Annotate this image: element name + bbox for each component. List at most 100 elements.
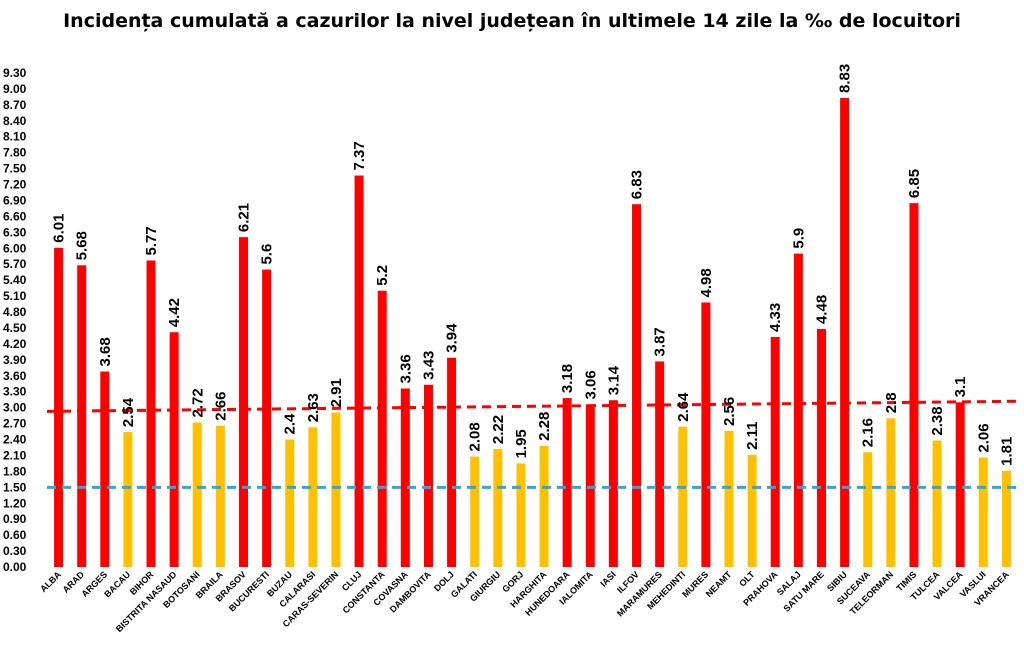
bar-neamt [724, 431, 734, 567]
data-label: 4.42 [166, 298, 183, 327]
bar-ilfov [632, 204, 642, 567]
data-label: 5.9 [790, 228, 807, 249]
y-tick-label: 7.80 [3, 146, 27, 160]
bar-satu-mare [816, 329, 826, 567]
x-tick-label: BACAU [102, 569, 132, 599]
bar-hunedoara [562, 398, 572, 567]
bar-giurgiu [493, 449, 503, 567]
y-tick-label: 5.70 [3, 257, 27, 271]
data-label: 2.91 [328, 378, 345, 407]
bar-dolj [447, 357, 457, 567]
data-label: 4.33 [767, 303, 784, 332]
bar-mures [701, 302, 711, 567]
bar-mehedinti [678, 426, 688, 567]
data-label: 2.38 [929, 406, 946, 435]
data-label: 2.08 [467, 422, 484, 451]
y-tick-label: 1.50 [3, 480, 27, 494]
y-tick-label: 0.60 [3, 528, 27, 542]
y-tick-label: 2.40 [3, 433, 27, 447]
data-label: 2.63 [305, 393, 322, 422]
y-tick-label: 8.10 [3, 130, 27, 144]
y-tick-label: 5.10 [3, 289, 27, 303]
data-label: 2.16 [860, 418, 877, 447]
data-label: 8.83 [837, 64, 854, 93]
high-threshold-line [46, 399, 1019, 413]
data-label: 3.14 [605, 365, 622, 395]
data-label: 2.72 [189, 388, 206, 417]
bar-suceava [863, 452, 873, 567]
bar-ialomita [585, 404, 595, 567]
data-label: 2.64 [675, 392, 692, 422]
bar-alba [54, 247, 64, 567]
y-tick-label: 8.70 [3, 98, 27, 112]
bar-valcea [955, 402, 965, 567]
y-tick-label: 0.90 [3, 512, 27, 526]
y-tick-label: 1.80 [3, 464, 27, 478]
y-tick-label: 0.00 [3, 560, 27, 574]
data-label: 5.77 [143, 226, 160, 255]
y-tick-label: 6.00 [3, 241, 27, 255]
y-tick-label: 6.60 [3, 209, 27, 223]
y-tick-label: 8.40 [3, 114, 27, 128]
y-tick-label: 5.40 [3, 273, 27, 287]
bar-salaj [793, 253, 803, 567]
data-label: 7.37 [351, 141, 368, 170]
y-tick-label: 6.90 [3, 193, 27, 207]
data-label: 3.43 [420, 351, 437, 380]
y-tick-label: 4.80 [3, 305, 27, 319]
bar-tulcea [932, 440, 942, 567]
bar-arad [77, 265, 87, 567]
y-tick-label: 4.50 [3, 321, 27, 335]
bar-cluj [354, 175, 364, 567]
data-label: 3.87 [652, 327, 669, 356]
y-tick-label: 6.30 [3, 225, 27, 239]
x-tick-label: ALBA [38, 569, 63, 594]
y-tick-label: 1.20 [3, 496, 27, 510]
data-label: 6.83 [629, 170, 646, 199]
data-label: 6.01 [51, 214, 68, 243]
bar-olt [747, 454, 757, 567]
x-tick-label: NEAMT [704, 569, 734, 599]
y-tick-label: 3.60 [3, 369, 27, 383]
data-label: 6.85 [906, 169, 923, 198]
bar-bihor [146, 260, 156, 567]
bar-gorj [516, 463, 526, 567]
data-label: 2.8 [883, 392, 900, 413]
data-label: 5.68 [74, 231, 91, 260]
bar-buzau [285, 439, 295, 567]
data-label: 6.21 [236, 203, 253, 232]
bars [54, 97, 1011, 568]
bar-sibiu [840, 97, 850, 568]
data-label: 5.6 [259, 244, 276, 265]
x-tick-label: DAMBOVITA [388, 569, 433, 614]
bar-teleorman [886, 418, 896, 567]
data-label: 2.11 [744, 422, 761, 450]
data-label: 2.66 [212, 392, 229, 421]
y-tick-label: 9.30 [3, 66, 27, 80]
data-label: 3.36 [397, 354, 414, 383]
y-tick-label: 9.00 [3, 82, 27, 96]
data-label: 3.94 [444, 323, 461, 353]
bar-prahova [770, 336, 780, 567]
y-tick-label: 7.50 [3, 162, 27, 176]
bar-galati [470, 456, 480, 567]
bar-vaslui [978, 457, 988, 567]
y-tick-label: 3.90 [3, 353, 27, 367]
bar-bucuresti [262, 269, 272, 567]
bar-botosani [192, 422, 202, 567]
data-label: 4.48 [813, 295, 830, 324]
bar-harghita [539, 445, 549, 567]
bar-braila [215, 425, 225, 567]
bar-arges [100, 371, 110, 567]
data-label: 2.4 [282, 413, 299, 435]
bar-dambovita [423, 384, 433, 567]
y-tick-label: 3.00 [3, 401, 27, 415]
bar-bistrita-nasaud [169, 332, 179, 567]
y-tick-label: 0.30 [3, 544, 27, 558]
bar-vrancea [1001, 470, 1011, 567]
data-label: 3.18 [559, 364, 576, 393]
data-label: 1.81 [998, 437, 1015, 466]
data-labels: 6.01 5.68 3.68 2.54 5.77 4.42 2.72 2.66 6.21 5.6 2… [51, 64, 1016, 466]
